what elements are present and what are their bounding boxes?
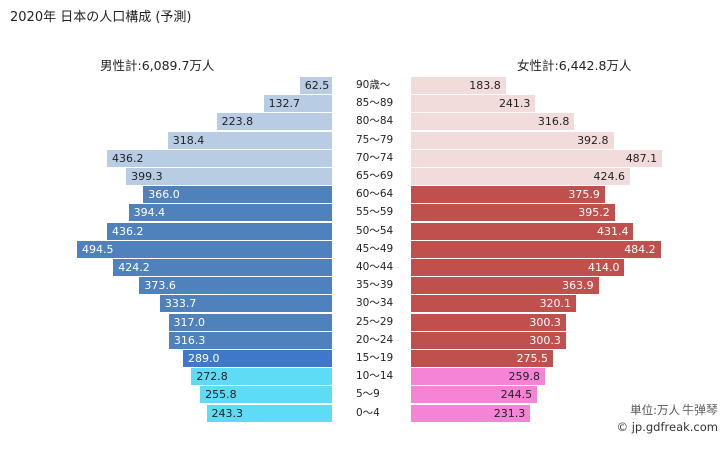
- female-bar: 320.1: [411, 295, 577, 313]
- pyramid-row: 223.8 80～84 316.8: [0, 113, 728, 131]
- age-group-label: 50～54: [356, 224, 394, 237]
- male-bar: 62.5: [299, 77, 332, 94]
- female-bar: 316.8: [411, 113, 575, 131]
- age-group-label: 45～49: [356, 242, 394, 255]
- female-bar: 275.5: [411, 350, 554, 367]
- age-group-label: 0～4: [356, 406, 380, 419]
- pyramid-row: 333.7 30～34 320.1: [0, 295, 728, 313]
- male-bar: 436.2: [107, 149, 332, 167]
- pyramid-row: 318.4 75～79 392.8: [0, 131, 728, 150]
- female-total-label: 女性計:6,442.8万人: [517, 58, 632, 73]
- pyramid-row: 436.2 70～74 487.1: [0, 149, 728, 168]
- female-bar: 375.9: [411, 186, 605, 204]
- age-group-label: 55～59: [356, 206, 394, 219]
- chart-title: 2020年 日本の人口構成 (予測): [10, 10, 192, 25]
- age-group-label: 65～69: [356, 170, 394, 182]
- pyramid-row: 424.2 40～44 414.0: [0, 259, 728, 277]
- age-group-label: 80～84: [356, 115, 394, 128]
- age-group-label: 20～24: [356, 333, 394, 346]
- male-bar: 399.3: [126, 168, 332, 185]
- female-bar: 484.2: [411, 240, 661, 258]
- age-group-label: 15～19: [356, 352, 394, 364]
- female-bar: 487.1: [411, 149, 663, 167]
- male-bar: 223.8: [216, 113, 332, 131]
- male-bar: 132.7: [263, 95, 332, 113]
- age-group-label: 5～9: [356, 388, 380, 401]
- age-group-label: 40～44: [356, 261, 394, 273]
- female-bar: 431.4: [411, 222, 634, 240]
- pyramid-row: 373.6 35～39 363.9: [0, 277, 728, 295]
- pyramid-row: 316.3 20～24 300.3: [0, 331, 728, 350]
- male-bar: 289.0: [182, 350, 332, 367]
- female-bar: 231.3: [411, 404, 531, 422]
- age-group-label: 70～74: [356, 151, 394, 164]
- unit-label: 単位:万人: [630, 403, 680, 417]
- male-bar: 272.8: [191, 368, 332, 386]
- pyramid-row: 132.7 85～89 241.3: [0, 95, 728, 113]
- female-bar: 392.8: [411, 131, 614, 149]
- male-bar: 373.6: [139, 277, 332, 295]
- female-bar: 424.6: [411, 168, 630, 185]
- pyramid-row: 399.3 65～69 424.6: [0, 168, 728, 186]
- male-bar: 318.4: [167, 131, 332, 149]
- male-bar: 424.2: [113, 259, 332, 276]
- age-group-label: 75～79: [356, 133, 394, 146]
- footer: 単位:万人 牛弹琴 © jp.gdfreak.com: [617, 402, 718, 436]
- pyramid-row: 394.4 55～59 395.2: [0, 204, 728, 222]
- age-group-label: 90歳～: [356, 79, 391, 91]
- pyramid-row: 317.0 25～29 300.3: [0, 313, 728, 332]
- age-group-label: 25～29: [356, 315, 394, 328]
- female-bar: 244.5: [411, 386, 538, 404]
- age-group-label: 30～34: [356, 297, 394, 310]
- female-bar: 259.8: [411, 368, 545, 386]
- pyramid-row: 272.8 10～14 259.8: [0, 368, 728, 386]
- male-bar: 436.2: [107, 222, 332, 240]
- female-bar: 300.3: [411, 313, 566, 331]
- pyramid-row: 243.3 0～4 231.3: [0, 404, 728, 423]
- female-bar: 414.0: [411, 259, 625, 276]
- male-bar: 494.5: [76, 240, 332, 258]
- pyramid-row: 366.0 60～64 375.9: [0, 186, 728, 204]
- female-bar: 395.2: [411, 204, 615, 222]
- pyramid-row: 436.2 50～54 431.4: [0, 222, 728, 241]
- male-bar: 394.4: [128, 204, 332, 222]
- age-group-label: 35～39: [356, 279, 394, 292]
- pyramid-row: 255.8 5～9 244.5: [0, 386, 728, 404]
- female-bar: 300.3: [411, 331, 566, 349]
- male-bar: 333.7: [159, 295, 332, 313]
- pyramid-row: 289.0 15～19 275.5: [0, 350, 728, 368]
- age-group-label: 60～64: [356, 188, 394, 201]
- watermark-label: 牛弹琴: [681, 403, 718, 417]
- male-bar: 317.0: [168, 313, 332, 331]
- male-bar: 255.8: [200, 386, 332, 404]
- female-bar: 241.3: [411, 95, 536, 113]
- male-bar: 366.0: [143, 186, 332, 204]
- male-bar: 243.3: [206, 404, 332, 422]
- female-bar: 363.9: [411, 277, 599, 295]
- male-total-label: 男性計:6,089.7万人: [100, 58, 215, 73]
- age-group-label: 10～14: [356, 370, 394, 383]
- copyright-label: © jp.gdfreak.com: [616, 420, 718, 434]
- age-group-label: 85～89: [356, 97, 394, 110]
- female-bar: 183.8: [411, 77, 506, 94]
- pyramid-row: 494.5 45～49 484.2: [0, 240, 728, 259]
- pyramid-row: 62.5 90歳～ 183.8: [0, 77, 728, 95]
- male-bar: 316.3: [168, 331, 332, 349]
